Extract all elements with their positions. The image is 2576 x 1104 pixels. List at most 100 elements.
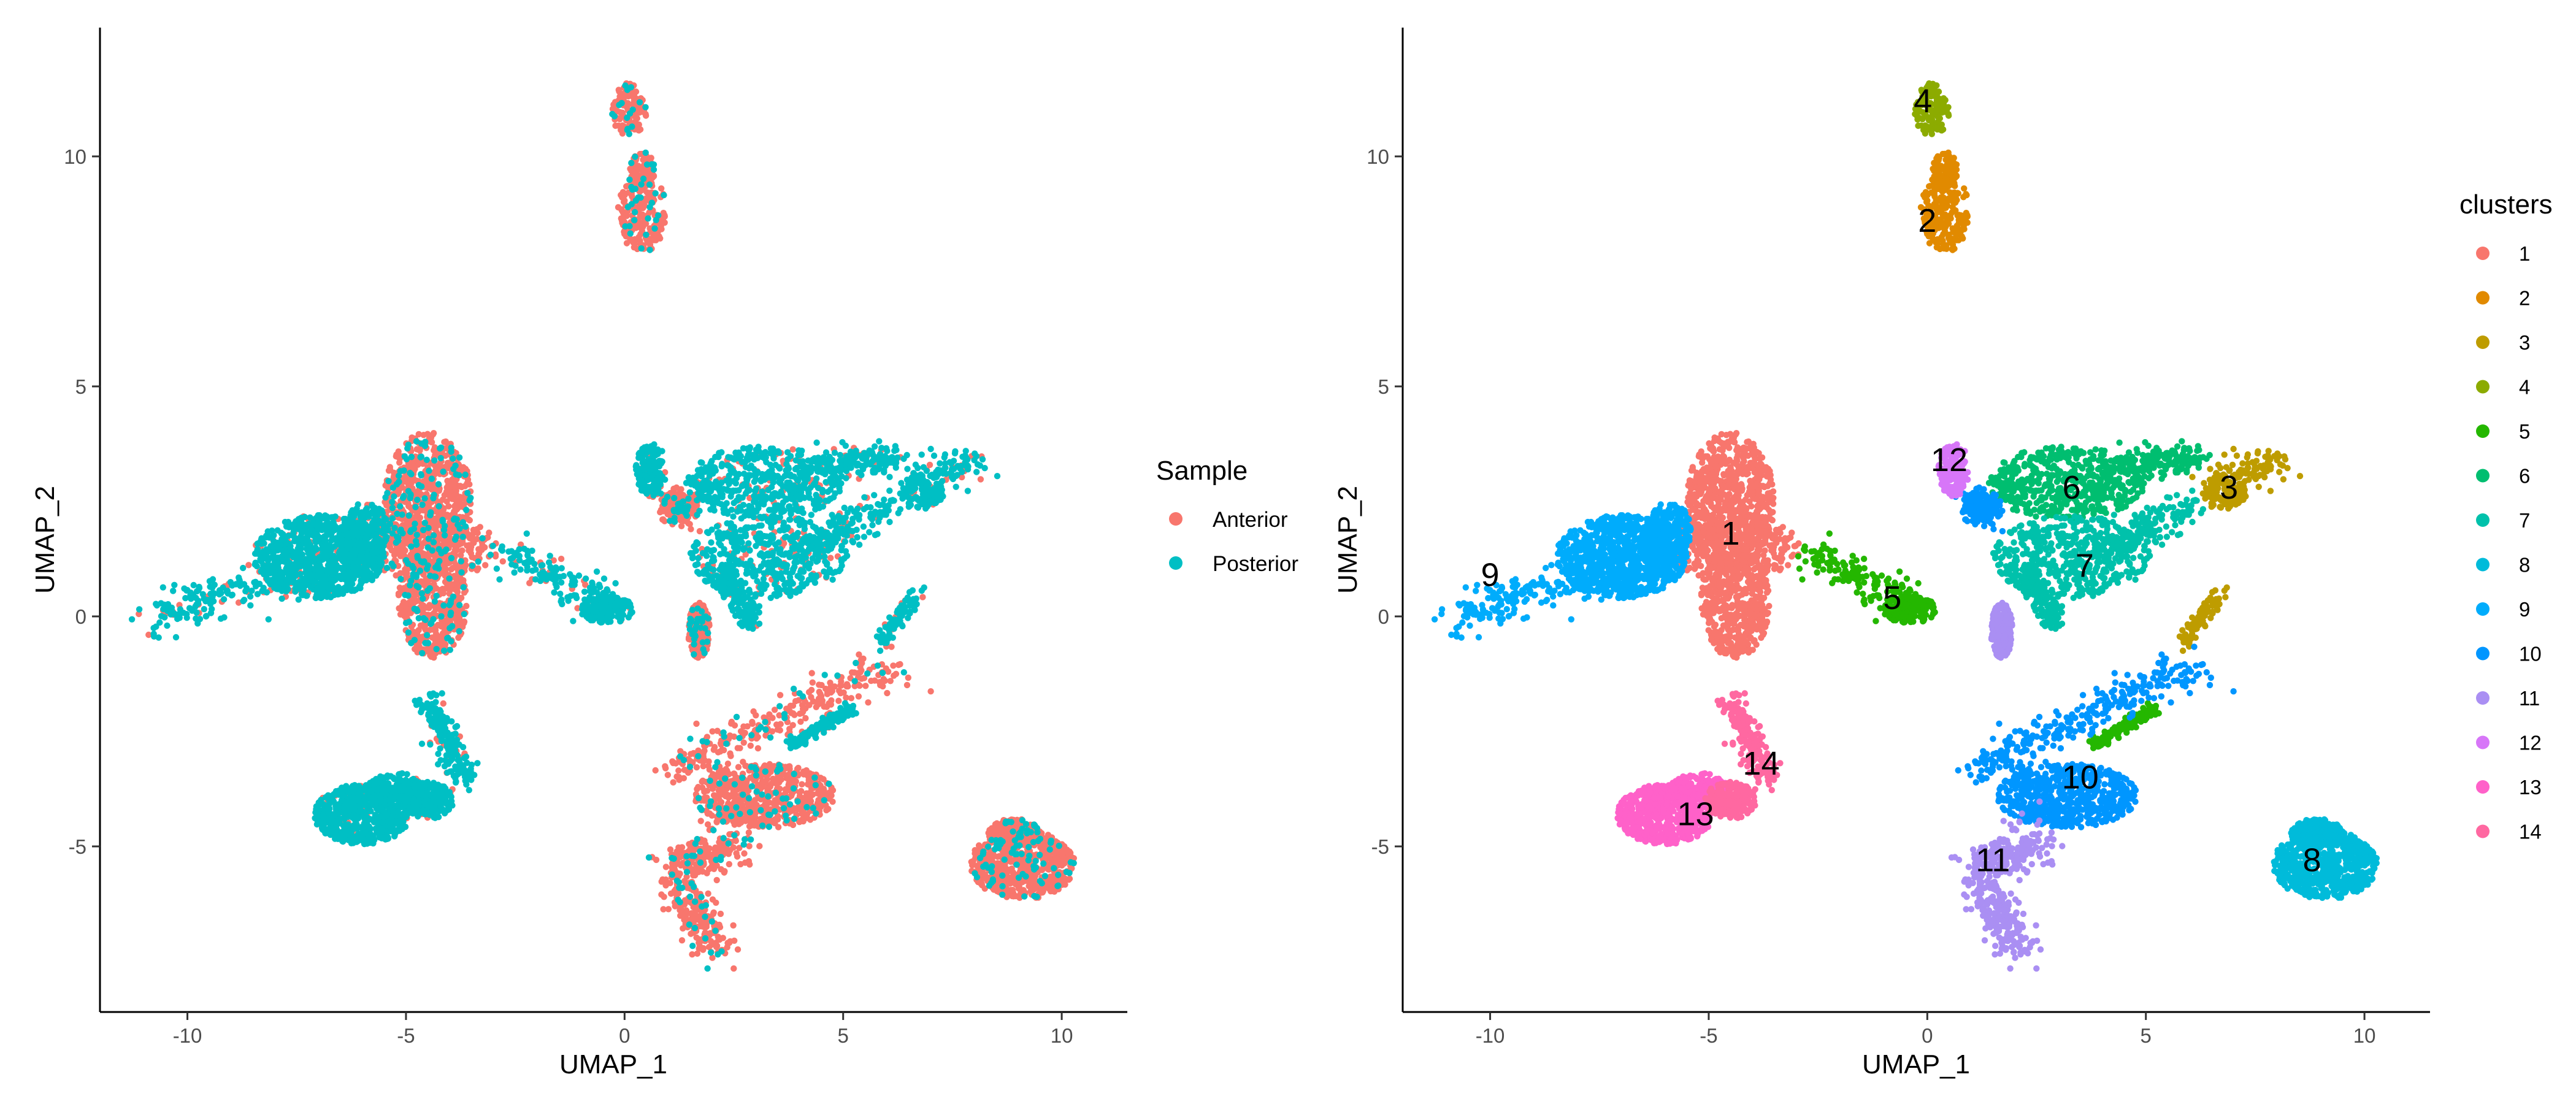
scatter-point [393,533,401,540]
scatter-point [816,681,822,688]
scatter-point [385,478,392,485]
scatter-point [467,494,474,501]
scatter-point [745,829,753,836]
scatter-point [660,906,667,913]
scatter-point [646,204,653,210]
scatter-point [430,495,437,502]
scatter-point [430,532,437,539]
scatter-point [792,805,799,812]
scatter-point [927,445,934,453]
scatter-point [722,810,729,818]
scatter-point [440,647,448,654]
scatter-point [469,562,476,569]
scatter-point [804,781,811,788]
scatter-point [462,471,469,478]
scatter-point [430,430,437,437]
scatter-point [927,688,934,695]
scatter-point [731,821,738,828]
scatter-point [724,944,730,951]
scatter-point [449,623,456,630]
scatter-point [408,471,415,478]
scatter-point [433,646,440,653]
scatter-point [475,565,481,572]
scatter-point [773,721,780,728]
scatter-point [638,245,645,252]
scatter-point [717,748,724,755]
scatter-point [414,553,421,559]
scatter-point [631,209,638,216]
scatter-point [851,669,858,676]
scatter-point [418,483,425,490]
scatter-point [438,634,445,640]
scatter-point [704,810,711,817]
scatter-point [658,891,665,898]
scatter-point [727,847,734,854]
scatter-point [440,602,447,609]
scatter-point [439,518,447,525]
scatter-point [477,524,483,531]
scatter-point [651,225,658,232]
scatter-point [640,175,647,182]
scatter-point [626,176,633,183]
scatter-point [402,619,410,626]
scatter-point [436,558,443,564]
scatter-point [396,478,402,485]
scatter-point [412,504,419,510]
scatter-point [979,456,986,463]
scatter-point [710,909,717,916]
scatter-point [431,598,439,605]
scatter-point [716,921,723,929]
scatter-point [730,733,738,740]
scatter-point [628,183,635,191]
scatter-point [405,512,412,519]
scatter-point [426,467,432,474]
scatter-point [458,552,464,559]
scatter-point [637,231,644,237]
scatter-point [452,462,459,469]
scatter-point [876,679,883,686]
scatter-point [424,632,431,638]
scatter-point [396,472,402,479]
scatter-point [451,515,458,522]
scatter-point [678,937,686,944]
scatter-point [424,562,431,569]
scatter-point [720,847,727,854]
scatter-point [786,726,793,732]
scatter-point [415,431,422,438]
scatter-point [387,466,394,473]
scatter-point [734,798,740,805]
scatter-point [642,149,649,156]
scatter-point [700,946,707,953]
scatter-point [746,843,753,849]
scatter-point [399,530,406,537]
scatter-point [466,547,472,554]
scatter-point [676,847,683,854]
scatter-point [884,689,891,697]
scatter-point [710,746,718,753]
scatter-point [734,946,742,953]
scatter-point [390,563,397,570]
scatter-point [632,170,640,177]
scatter-point [460,584,467,591]
scatter-point [420,595,426,602]
scatter-point [693,720,700,727]
scatter-point [677,870,683,877]
scatter-point [696,936,702,943]
scatter-point [795,764,802,772]
scatter-point [662,864,670,870]
scatter-point [427,509,434,516]
scatter-point [435,481,442,488]
scatter-point [414,496,421,504]
scatter-point [970,859,976,866]
scatter-point [661,191,667,199]
scatter-point [919,594,926,600]
scatter-point [705,865,713,873]
scatter-point [643,231,650,238]
scatter-point [823,703,830,710]
scatter-point [1010,886,1016,894]
scatter-point [801,794,808,802]
scatter-point [428,619,435,626]
scatter-point [738,781,745,788]
